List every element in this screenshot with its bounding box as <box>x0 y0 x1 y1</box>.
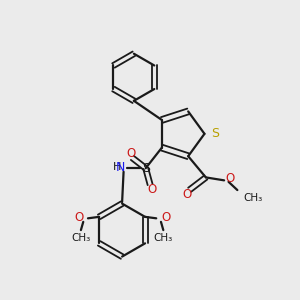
Text: N: N <box>116 160 125 174</box>
Text: O: O <box>74 211 83 224</box>
Text: CH₃: CH₃ <box>71 233 91 243</box>
Text: CH₃: CH₃ <box>243 193 262 203</box>
Text: S: S <box>142 162 150 175</box>
Text: CH₃: CH₃ <box>154 233 173 243</box>
Text: O: O <box>183 188 192 201</box>
Text: H: H <box>113 162 121 172</box>
Text: O: O <box>161 211 170 224</box>
Text: O: O <box>225 172 235 185</box>
Text: S: S <box>211 127 219 140</box>
Text: O: O <box>147 183 156 196</box>
Text: O: O <box>126 147 136 160</box>
